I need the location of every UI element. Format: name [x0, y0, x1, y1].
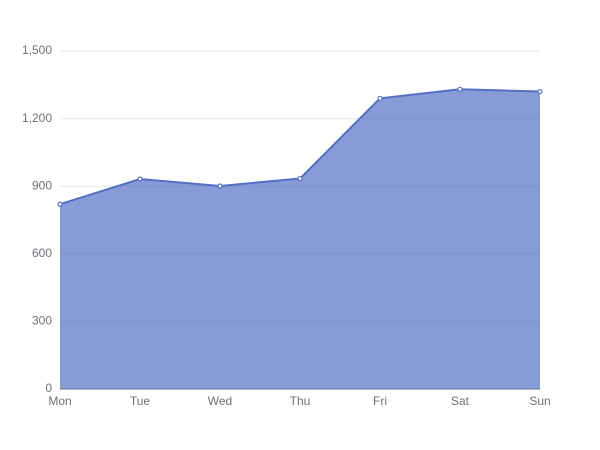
point — [137, 176, 143, 182]
point — [377, 95, 383, 101]
y-tick-label: 900 — [32, 178, 52, 192]
y-tick-label: 0 — [45, 381, 52, 395]
x-tick-label: Sat — [451, 394, 470, 408]
x-tick-label: Thu — [290, 394, 311, 408]
x-tick-label: Mon — [48, 394, 71, 408]
x-tick-label: Fri — [373, 394, 387, 408]
y-tick-label: 1,500 — [22, 43, 52, 57]
x-tick-label: Tue — [130, 394, 151, 408]
point — [297, 175, 303, 182]
y-tick-label: 1,200 — [22, 111, 52, 125]
point — [457, 86, 463, 92]
point — [217, 183, 223, 189]
x-tick-label: Sun — [529, 394, 550, 408]
area — [60, 89, 540, 389]
x-tick-label: Wed — [208, 394, 232, 408]
y-tick-label: 600 — [32, 246, 52, 260]
point — [57, 201, 63, 207]
point — [537, 88, 543, 95]
y-tick-label: 300 — [32, 314, 52, 328]
